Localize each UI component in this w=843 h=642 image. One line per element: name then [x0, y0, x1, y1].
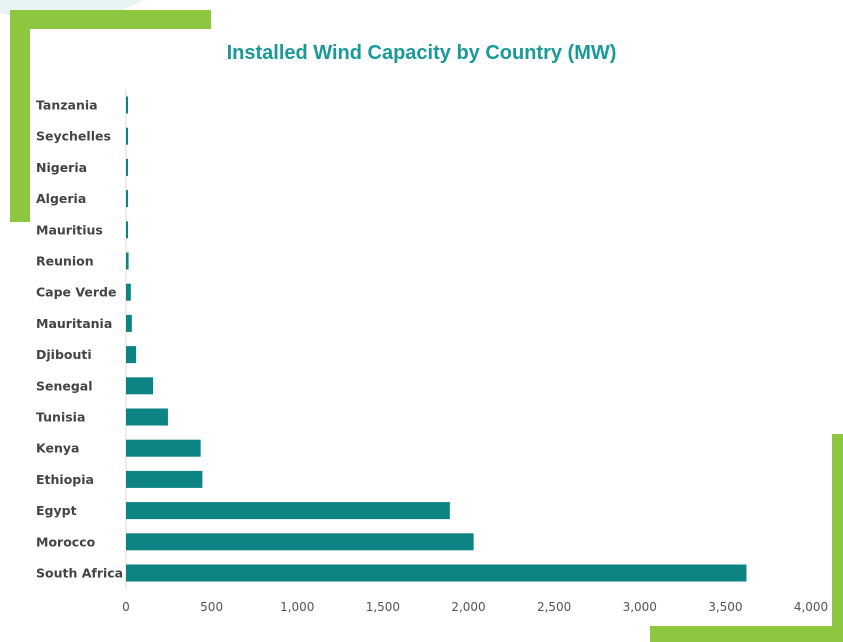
bar: [126, 377, 154, 395]
category-label: Algeria: [36, 191, 86, 206]
bar: [126, 564, 747, 582]
accent-bar-bottom-horizontal: [650, 626, 843, 642]
category-label: Egypt: [36, 503, 77, 518]
category-label: Cape Verde: [36, 285, 116, 300]
x-tick-label: 0: [122, 600, 130, 614]
category-label: Tanzania: [36, 98, 98, 113]
category-label: Nigeria: [36, 160, 87, 175]
category-label: Seychelles: [36, 129, 111, 144]
category-label: Ethiopia: [36, 472, 94, 487]
x-tick-label: 2,500: [537, 600, 571, 614]
bar: [126, 252, 129, 270]
x-tick-label: 1,500: [366, 600, 400, 614]
chart-panel: [30, 29, 832, 626]
bar: [126, 533, 474, 551]
x-tick-label: 2,000: [451, 600, 485, 614]
accent-bar-top-horizontal: [10, 10, 211, 29]
category-label: Tunisia: [36, 410, 85, 425]
category-label: Senegal: [36, 378, 93, 393]
x-tick-label: 500: [200, 600, 223, 614]
plot-area: Tanzania Seychelles Nigeria Algeria Mauritiu…: [36, 89, 828, 614]
category-label: Reunion: [36, 254, 94, 269]
category-label: Djibouti: [36, 347, 92, 362]
x-tick-label: 1,000: [280, 600, 314, 614]
category-label: South Africa: [36, 566, 123, 581]
bar: [126, 314, 132, 332]
accent-bar-top-vertical: [10, 10, 30, 222]
chart-title: Installed Wind Capacity by Country (MW): [226, 42, 617, 64]
bar: [126, 190, 128, 208]
x-tick-label: 3,500: [708, 600, 742, 614]
bar: [126, 127, 128, 145]
accent-bar-bottom-vertical: [832, 434, 843, 642]
bar: [126, 408, 168, 426]
bar: [126, 96, 128, 114]
category-label: Morocco: [36, 534, 96, 549]
bar: [126, 470, 203, 488]
bar: [126, 502, 450, 520]
category-label: Kenya: [36, 441, 79, 456]
bar: [126, 346, 137, 364]
bar: [126, 221, 128, 239]
category-label: Mauritania: [36, 316, 112, 331]
bar: [126, 158, 128, 176]
bar: [126, 439, 201, 457]
bar: [126, 283, 131, 301]
x-tick-label: 3,000: [623, 600, 657, 614]
category-label: Mauritius: [36, 222, 103, 237]
x-tick-label: 4,000: [794, 600, 828, 614]
